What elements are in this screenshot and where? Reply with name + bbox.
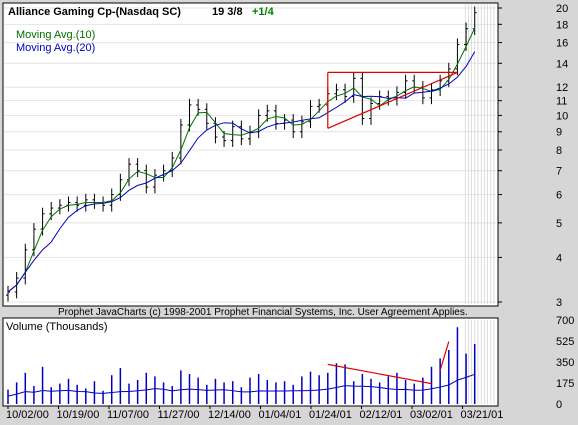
price-tick-label: 10 bbox=[556, 110, 568, 122]
price-tick-label: 6 bbox=[556, 190, 562, 202]
price-tick-label: 4 bbox=[556, 252, 562, 264]
date-tick-label: 03/21/01 bbox=[461, 409, 504, 421]
ma20-line bbox=[7, 51, 476, 293]
ma10-line bbox=[7, 27, 476, 293]
triangle-bottom-line bbox=[327, 71, 458, 129]
date-tick-label: 01/04/01 bbox=[259, 409, 302, 421]
date-tick-label: 11/07/00 bbox=[107, 409, 149, 421]
last-price: 19 3/8 bbox=[212, 6, 243, 18]
date-tick-label: 10/19/00 bbox=[57, 409, 100, 421]
legend-ma10: Moving Avg.(10) bbox=[16, 29, 95, 41]
date-axis-ticks: 10/02/00 10/19/00 11/07/00 11/27/00 12/14/00… bbox=[6, 406, 503, 421]
date-tick-label: 11/27/00 bbox=[158, 409, 200, 421]
price-tick-label: 20 bbox=[556, 3, 568, 15]
price-tick-label: 5 bbox=[556, 218, 562, 230]
price-axis-ticks: 3 4 5 6 7 8 9 10 11 12 14 16 18 20 bbox=[498, 3, 568, 309]
volume-tick-label: 175 bbox=[556, 378, 574, 390]
volume-up-trendline bbox=[439, 341, 450, 371]
price-tick-label: 11 bbox=[556, 96, 567, 108]
price-tick-label: 16 bbox=[556, 38, 568, 50]
price-change: +1/4 bbox=[252, 6, 275, 18]
volume-tick-label: 0 bbox=[556, 399, 562, 411]
trendline-annotations bbox=[327, 71, 458, 385]
price-tick-label: 8 bbox=[556, 145, 562, 157]
volume-title: Volume (Thousands) bbox=[6, 321, 108, 333]
legend-ma20: Moving Avg.(20) bbox=[16, 42, 95, 54]
volume-tick-label: 700 bbox=[556, 315, 574, 327]
date-tick-label: 10/02/00 bbox=[6, 409, 49, 421]
moving-average-lines bbox=[7, 27, 476, 293]
price-tick-label: 7 bbox=[556, 166, 562, 178]
price-tick-label: 3 bbox=[556, 297, 562, 309]
date-tick-label: 12/14/00 bbox=[208, 409, 251, 421]
grid bbox=[4, 4, 496, 404]
volume-down-trendline bbox=[327, 363, 432, 385]
price-tick-label: 9 bbox=[556, 127, 562, 139]
price-panel bbox=[2, 2, 499, 307]
price-tick-label: 14 bbox=[556, 58, 568, 70]
date-tick-label: 03/02/01 bbox=[410, 409, 453, 421]
volume-tick-label: 350 bbox=[556, 357, 574, 369]
copyright-text: Prophet JavaCharts (c) 1998-2001 Prophet… bbox=[58, 307, 468, 318]
price-bars bbox=[6, 6, 477, 302]
volume-ma-line bbox=[7, 373, 475, 397]
chart-title: Alliance Gaming Cp-(Nasdaq SC) bbox=[8, 6, 181, 18]
volume-tick-label: 525 bbox=[556, 336, 574, 348]
date-tick-label: 02/12/01 bbox=[360, 409, 403, 421]
volume-axis-ticks: 0 175 350 525 700 bbox=[556, 315, 574, 411]
price-tick-label: 12 bbox=[556, 82, 568, 94]
date-tick-label: 01/24/01 bbox=[309, 409, 352, 421]
price-tick-label: 18 bbox=[556, 19, 568, 31]
volume-bars bbox=[7, 327, 476, 404]
